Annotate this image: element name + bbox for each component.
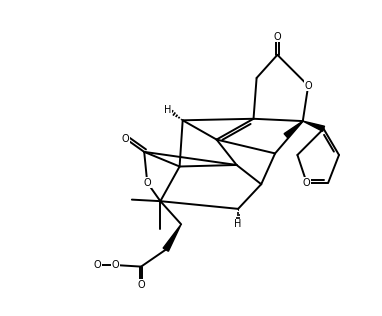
Text: H: H xyxy=(164,105,172,114)
Polygon shape xyxy=(303,121,325,131)
Text: O: O xyxy=(137,280,145,290)
Text: H: H xyxy=(235,219,242,229)
Polygon shape xyxy=(163,224,181,251)
Text: O: O xyxy=(303,178,311,188)
Polygon shape xyxy=(284,121,303,138)
Text: O: O xyxy=(304,81,312,91)
Text: O: O xyxy=(274,32,281,42)
Text: O: O xyxy=(144,178,151,188)
Text: O: O xyxy=(112,260,120,270)
Text: O: O xyxy=(94,260,101,270)
Text: O: O xyxy=(122,134,129,144)
